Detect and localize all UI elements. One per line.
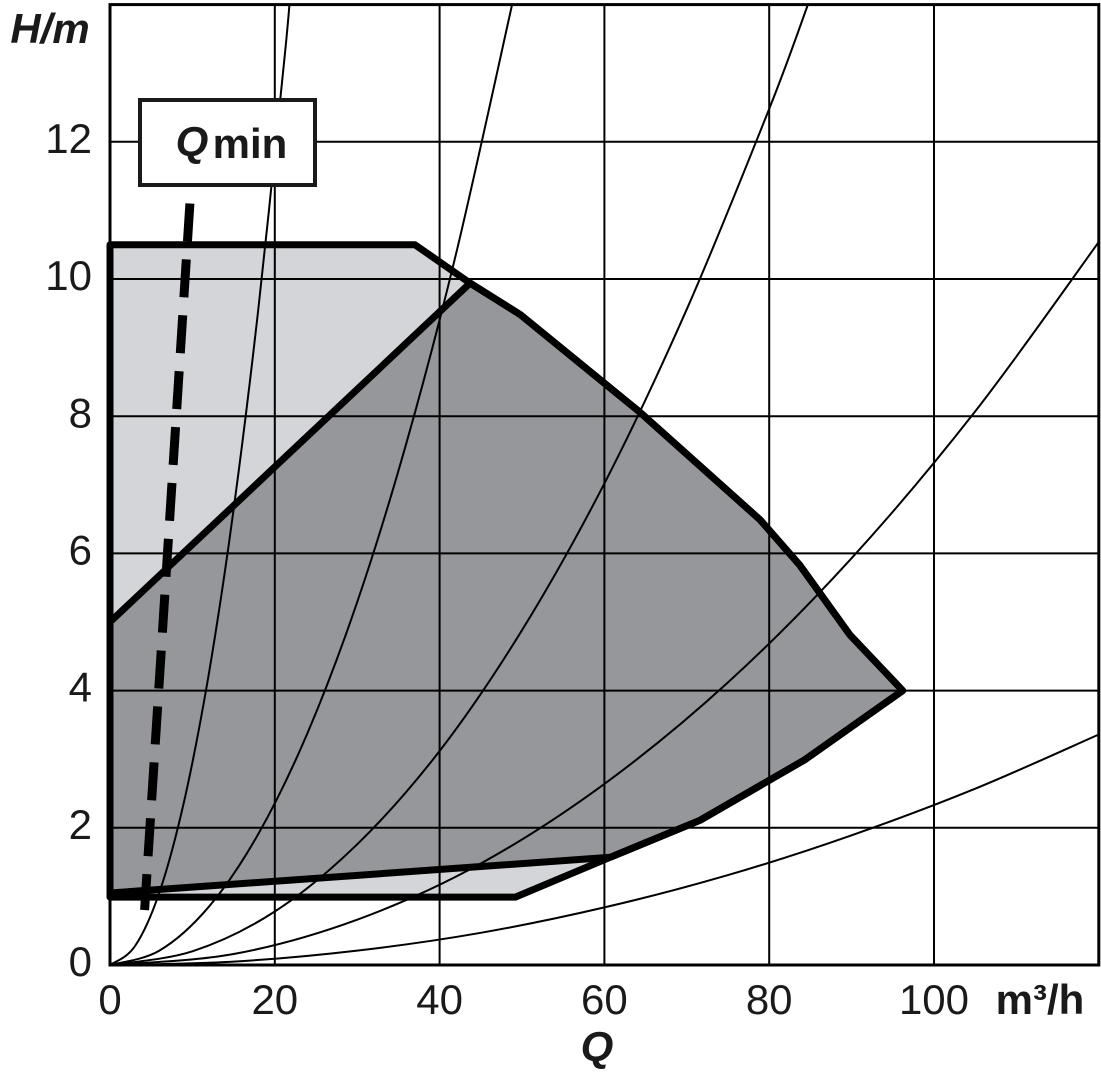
y-tick-label: 8 [69,389,92,436]
x-tick-label: 60 [581,976,628,1023]
qmin-label-main: Q [176,118,209,166]
y-tick-label: 0 [69,938,92,985]
system-curve [110,241,1099,965]
x-axis-label: Q [581,1023,614,1071]
plot-frame [108,3,1101,967]
qmin-line [140,203,195,911]
x-tick-label: 80 [746,976,793,1023]
x-tick-label: 0 [98,976,121,1023]
system-curve [110,733,1099,965]
x-tick-label: 40 [416,976,463,1023]
y-tick-label: 4 [69,664,92,711]
system-curve [110,4,514,965]
y-tick-label: 10 [45,252,92,299]
qmin-label-subscript: min [213,120,288,167]
y-tick-label: 12 [45,115,92,162]
y-tick-label: 6 [69,526,92,573]
x-tick-label: 100 [899,976,969,1023]
qmin-box [138,98,317,187]
system-curve [110,4,809,965]
y-tick-label: 2 [69,801,92,848]
y-axis-label: H/m [10,5,89,52]
x-axis-unit: m³/h [996,976,1085,1023]
operating-area-outline [106,279,907,897]
x-tick-label: 20 [251,976,298,1023]
